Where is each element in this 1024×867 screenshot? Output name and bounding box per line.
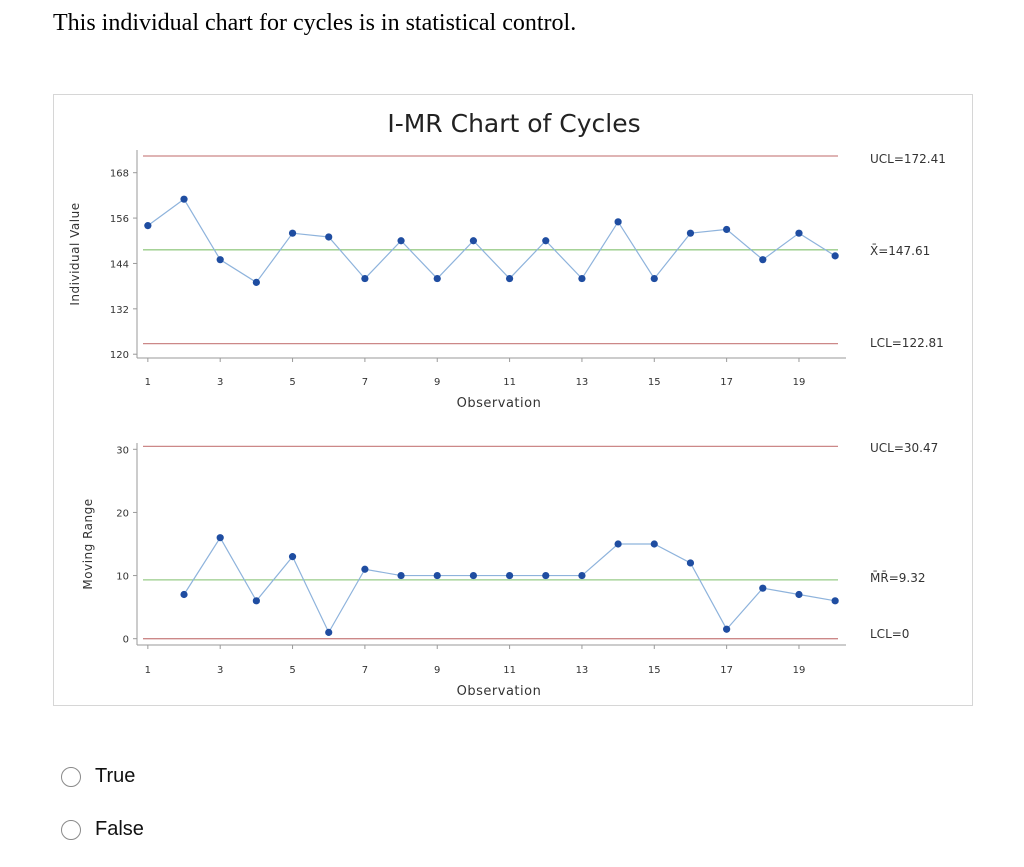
moving-range-y-tick-label: 10 [116, 572, 129, 583]
moving-range-x-tick-label: 19 [793, 665, 806, 676]
individual-data-point [759, 256, 767, 264]
individual-data-point [180, 195, 188, 203]
imr-chart-frame: I-MR Chart of Cycles 120 132 144 156 168 1 3 5 7 9… [53, 94, 973, 706]
individual-data-point [831, 252, 839, 260]
individual-limit-x-bar-label: X̄=147.61 [870, 244, 930, 258]
moving-range-data-point [397, 571, 405, 580]
moving-range-data-point [723, 625, 731, 633]
moving-range-data-point [325, 628, 333, 636]
individual-y-tick-label: 156 [110, 214, 129, 225]
individual-x-tick-label: 11 [503, 377, 516, 388]
individual-series-line [147, 198, 836, 284]
individual-x-tick-label: 15 [648, 377, 661, 388]
moving-range-data-point [795, 590, 803, 599]
option-true-label: True [95, 765, 136, 787]
individual-data-point [216, 256, 224, 264]
individual-data-point [795, 229, 803, 237]
moving-range-x-tick-label: 7 [362, 665, 368, 676]
moving-range-data-point [614, 540, 622, 548]
individual-y-tick-label: 120 [110, 350, 129, 361]
moving-range-x-tick-label: 3 [217, 665, 223, 676]
moving-range-limit-mr-bar-label: M̄R̄=9.32 [870, 571, 925, 585]
moving-range-limit-lcl-label: LCL=0 [870, 627, 909, 641]
individual-data-point [433, 274, 441, 283]
individual-x-tick-label: 3 [217, 377, 223, 388]
moving-range-data-point [216, 534, 224, 542]
moving-range-x-tick-label: 17 [720, 665, 733, 676]
moving-range-x-tick-label: 1 [145, 665, 151, 676]
moving-range-y-axis-label: Moving Range [81, 498, 95, 589]
individual-y-tick-label: 168 [110, 169, 129, 180]
moving-range-data-point [578, 571, 586, 580]
radio-true-icon[interactable] [61, 766, 81, 787]
individual-data-point [650, 274, 658, 283]
moving-range-x-axis-label: Observation [457, 684, 542, 699]
moving-range-data-point [469, 571, 478, 580]
individual-x-tick-label: 1 [145, 377, 151, 388]
option-false-label: False [95, 818, 144, 840]
moving-range-y-tick-label: 20 [116, 508, 129, 519]
individual-y-axis-label: Individual Value [68, 202, 82, 305]
moving-range-data-point [180, 590, 188, 599]
individual-x-tick-label: 5 [289, 377, 295, 388]
moving-range-limit-ucl-label: UCL=30.47 [870, 441, 938, 455]
individual-data-point [361, 274, 369, 283]
moving-range-data-point [759, 584, 767, 592]
question-text: This individual chart for cycles is in s… [53, 10, 577, 36]
moving-range-x-tick-label: 15 [648, 665, 661, 676]
moving-range-data-point [650, 540, 658, 548]
moving-range-x-tick-label: 5 [289, 665, 295, 676]
moving-range-series-line [183, 536, 836, 634]
individual-data-point [578, 274, 586, 283]
individual-data-point [288, 229, 297, 237]
moving-range-x-tick-label: 13 [576, 665, 589, 676]
moving-range-x-tick-label: 9 [434, 665, 440, 676]
individual-y-tick-label: 132 [110, 305, 129, 316]
individual-data-point [686, 229, 695, 237]
moving-range-y-tick-label: 0 [123, 635, 129, 646]
individual-x-tick-label: 9 [434, 377, 440, 388]
option-false[interactable]: False [61, 818, 144, 841]
radio-false-icon[interactable] [61, 819, 81, 840]
individual-x-tick-label: 19 [793, 377, 806, 388]
option-true[interactable]: True [61, 765, 135, 788]
moving-range-x-tick-label: 11 [503, 665, 516, 676]
individual-limit-lcl-label: LCL=122.81 [870, 336, 944, 350]
individual-x-axis-label: Observation [457, 396, 542, 411]
individual-x-tick-label: 7 [362, 377, 368, 388]
individual-data-point [614, 218, 622, 226]
individual-x-tick-label: 17 [720, 377, 733, 388]
individual-limit-ucl-label: UCL=172.41 [870, 152, 946, 166]
individual-data-point [325, 233, 333, 241]
moving-range-data-point [686, 559, 695, 567]
moving-range-data-point [433, 571, 441, 580]
moving-range-data-point [252, 597, 260, 605]
individual-data-point [469, 237, 478, 245]
moving-range-data-point [505, 571, 514, 580]
moving-range-data-point [542, 571, 550, 580]
individual-data-point [542, 237, 550, 245]
individual-data-point [505, 274, 514, 283]
moving-range-data-point [288, 553, 297, 561]
individual-data-point [144, 222, 152, 230]
individual-data-point [397, 237, 405, 245]
moving-range-y-tick-label: 30 [116, 445, 129, 456]
moving-range-data-point [831, 597, 839, 605]
individual-x-tick-label: 13 [576, 377, 589, 388]
individual-data-point [252, 278, 260, 286]
individual-data-point [723, 225, 731, 234]
individual-y-tick-label: 144 [110, 259, 129, 270]
chart-title: I-MR Chart of Cycles [387, 109, 640, 138]
moving-range-data-point [361, 565, 369, 573]
